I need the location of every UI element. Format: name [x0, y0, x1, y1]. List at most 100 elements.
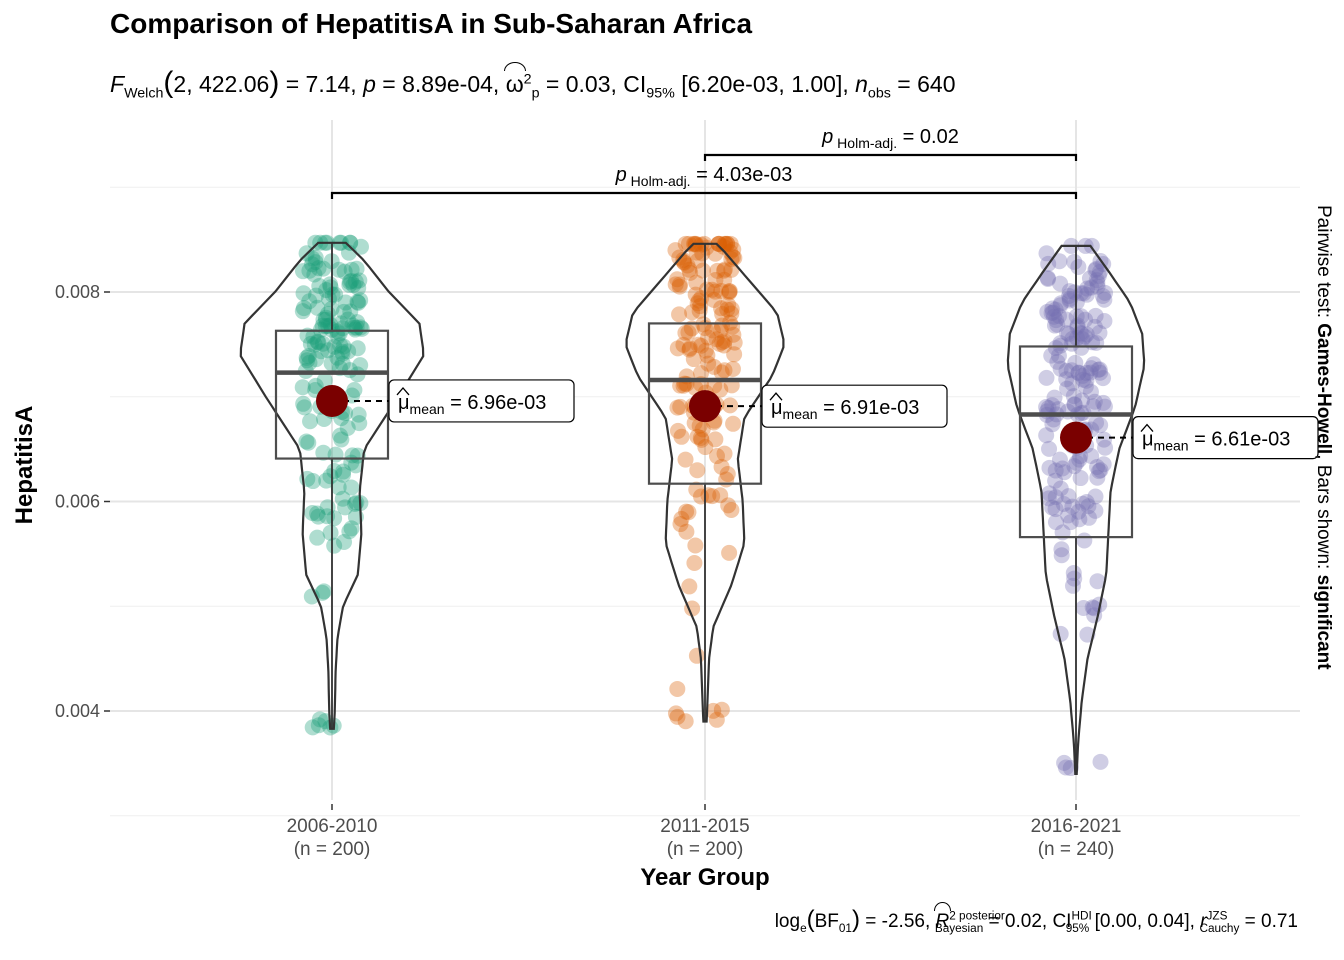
data-point [1096, 431, 1113, 448]
data-point [673, 510, 690, 527]
x-tick-n-label: (n = 240) [1038, 839, 1115, 860]
data-point [716, 261, 733, 278]
data-point [304, 504, 321, 521]
data-point [678, 523, 695, 540]
data-point [1066, 458, 1083, 475]
data-point [335, 338, 352, 355]
data-point [304, 719, 321, 736]
data-point [301, 354, 318, 371]
data-point [1064, 498, 1081, 515]
data-point [1082, 364, 1099, 381]
data-point [1073, 308, 1090, 325]
data-point [711, 235, 728, 252]
data-point [337, 499, 354, 516]
data-point [317, 311, 334, 328]
data-point [726, 346, 743, 363]
data-point [1038, 369, 1055, 386]
data-point [322, 468, 339, 485]
data-point [295, 263, 312, 280]
data-point [303, 588, 320, 605]
data-point [334, 343, 351, 360]
data-point [1083, 447, 1100, 464]
data-point [334, 355, 351, 372]
data-point [1092, 417, 1109, 434]
data-point [306, 336, 323, 353]
data-point [1049, 316, 1066, 333]
data-point [326, 338, 343, 355]
data-point [709, 262, 726, 279]
data-point [350, 294, 367, 311]
pairwise-test-label: Pairwise test: Games-Howell, Bars shown:… [1313, 205, 1334, 670]
data-point [686, 555, 703, 572]
data-point [677, 713, 694, 730]
data-point [1097, 439, 1114, 456]
data-point [707, 245, 724, 262]
data-point [1040, 400, 1057, 417]
data-point [351, 272, 368, 289]
data-point [693, 365, 710, 382]
data-point [315, 444, 332, 461]
data-point [715, 238, 732, 255]
data-point [718, 471, 735, 488]
data-point [295, 285, 312, 302]
data-point [669, 422, 686, 439]
data-point [704, 488, 721, 505]
data-point [1046, 389, 1063, 406]
data-point [1073, 392, 1090, 409]
data-point [1088, 272, 1105, 289]
data-point [681, 341, 698, 358]
data-point [1088, 414, 1105, 431]
data-point [302, 335, 319, 352]
data-point [1066, 396, 1083, 413]
data-point [675, 336, 692, 353]
data-point [716, 271, 733, 288]
data-point [1067, 354, 1084, 371]
data-point [698, 281, 715, 298]
data-point [300, 434, 317, 451]
data-point [1061, 292, 1078, 309]
data-point [722, 235, 739, 252]
data-point [1060, 507, 1077, 524]
data-point [700, 355, 717, 372]
data-point [1086, 318, 1103, 335]
data-point [1073, 285, 1090, 302]
data-point [352, 357, 369, 374]
data-point [1090, 267, 1107, 284]
data-point [1045, 308, 1062, 325]
data-point [310, 508, 327, 525]
data-point [343, 261, 360, 278]
data-point [680, 235, 697, 252]
data-point [333, 431, 350, 448]
data-point [693, 431, 710, 448]
data-point [336, 534, 353, 551]
data-point [1048, 312, 1065, 329]
data-point [704, 322, 721, 339]
data-point [716, 445, 733, 462]
data-point [669, 399, 686, 416]
data-point [330, 479, 347, 496]
data-point [1095, 370, 1112, 387]
data-point [721, 544, 738, 561]
data-point [688, 237, 705, 254]
data-point [329, 328, 346, 345]
data-point [694, 262, 711, 279]
data-point [723, 261, 740, 278]
comparison-label: p Holm-adj. = 0.02 [821, 126, 959, 151]
data-point [1083, 237, 1100, 254]
data-point [1044, 300, 1061, 317]
data-point [1078, 326, 1095, 343]
data-point [332, 315, 349, 332]
data-point [1065, 388, 1082, 405]
data-point [725, 326, 742, 343]
data-point [1052, 297, 1069, 314]
data-point [1043, 347, 1060, 364]
comparison-bracket [703, 153, 1078, 161]
data-point [1050, 347, 1067, 364]
data-point [309, 505, 326, 522]
data-point [343, 520, 360, 537]
data-point [349, 314, 366, 331]
data-point [1038, 427, 1055, 444]
data-point [315, 260, 332, 277]
data-point [1061, 290, 1078, 307]
data-point [1057, 759, 1074, 776]
